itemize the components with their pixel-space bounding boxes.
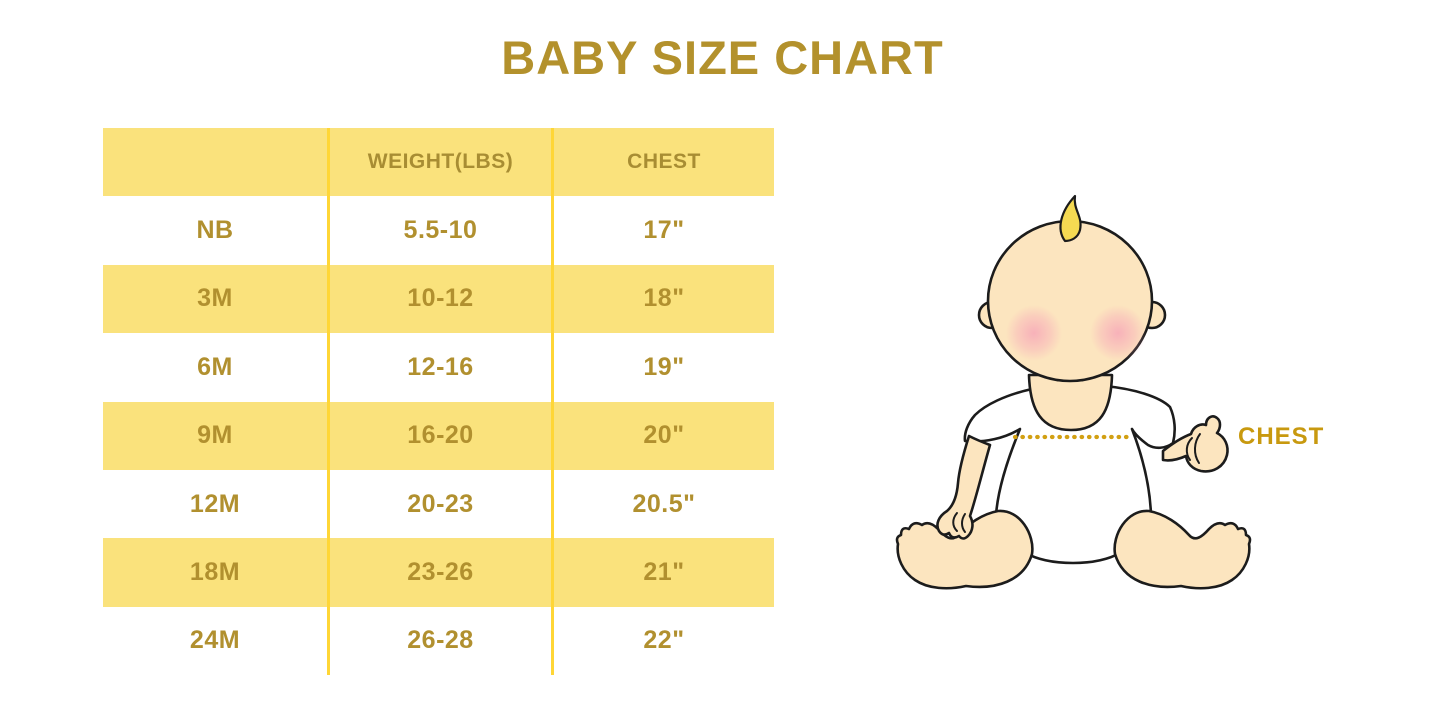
table-row: 6M 12-16 19": [103, 333, 774, 402]
chest-cell: 22": [551, 606, 774, 676]
header-chest-cell: CHEST: [551, 128, 774, 197]
size-cell: 12M: [189, 489, 241, 518]
baby-neck: [1027, 373, 1114, 432]
table-row: 3M 10-12 18": [103, 264, 774, 334]
baby-right-arm-fist: [1161, 415, 1229, 473]
chest-cell: 18": [551, 264, 774, 334]
baby-left-cheek: [1006, 305, 1062, 361]
chest-cell: 21": [551, 538, 774, 607]
table-row: 24M 26-28 22": [103, 606, 774, 676]
size-cell: 6M: [197, 352, 233, 381]
baby-illustration: [870, 183, 1340, 623]
page-title: BABY SIZE CHART: [501, 31, 944, 84]
weight-cell: 26-28: [327, 606, 551, 676]
table-header-row: WEIGHT(LBS) CHEST: [103, 128, 774, 197]
weight-cell: 16-20: [327, 401, 551, 470]
baby-left-arm: [936, 434, 992, 540]
baby-illustration-svg: [895, 194, 1252, 590]
size-cell: 18M: [189, 558, 241, 587]
weight-cell: 10-12: [327, 264, 551, 334]
size-cell: 24M: [189, 626, 241, 655]
chest-cell: 19": [551, 333, 774, 402]
table-row: 12M 20-23 20.5": [103, 469, 774, 539]
table-row: 9M 16-20 20": [103, 401, 774, 470]
weight-cell: 23-26: [327, 538, 551, 607]
table-row: NB 5.5-10 17": [103, 196, 774, 265]
size-cell: NB: [196, 216, 234, 245]
baby-right-leg: [1113, 509, 1252, 590]
table-row: 18M 23-26 21": [103, 538, 774, 607]
chest-cell: 20": [551, 401, 774, 470]
baby-size-table: WEIGHT(LBS) CHEST NB 5.5-10 17" 3M 10-12…: [103, 128, 774, 676]
size-cell: 3M: [197, 284, 233, 313]
baby-right-cheek: [1090, 305, 1146, 361]
weight-cell: 12-16: [327, 333, 551, 402]
header-size-cell: [103, 128, 327, 196]
chest-cell: 20.5": [551, 469, 774, 539]
size-cell: 9M: [197, 421, 233, 450]
weight-cell: 5.5-10: [327, 196, 551, 265]
weight-cell: 20-23: [327, 469, 551, 539]
baby-hair-tuft: [1059, 194, 1082, 243]
chest-measurement-label: CHEST: [1238, 423, 1325, 450]
header-weight-cell: WEIGHT(LBS): [327, 128, 551, 197]
chest-cell: 17": [551, 196, 774, 265]
